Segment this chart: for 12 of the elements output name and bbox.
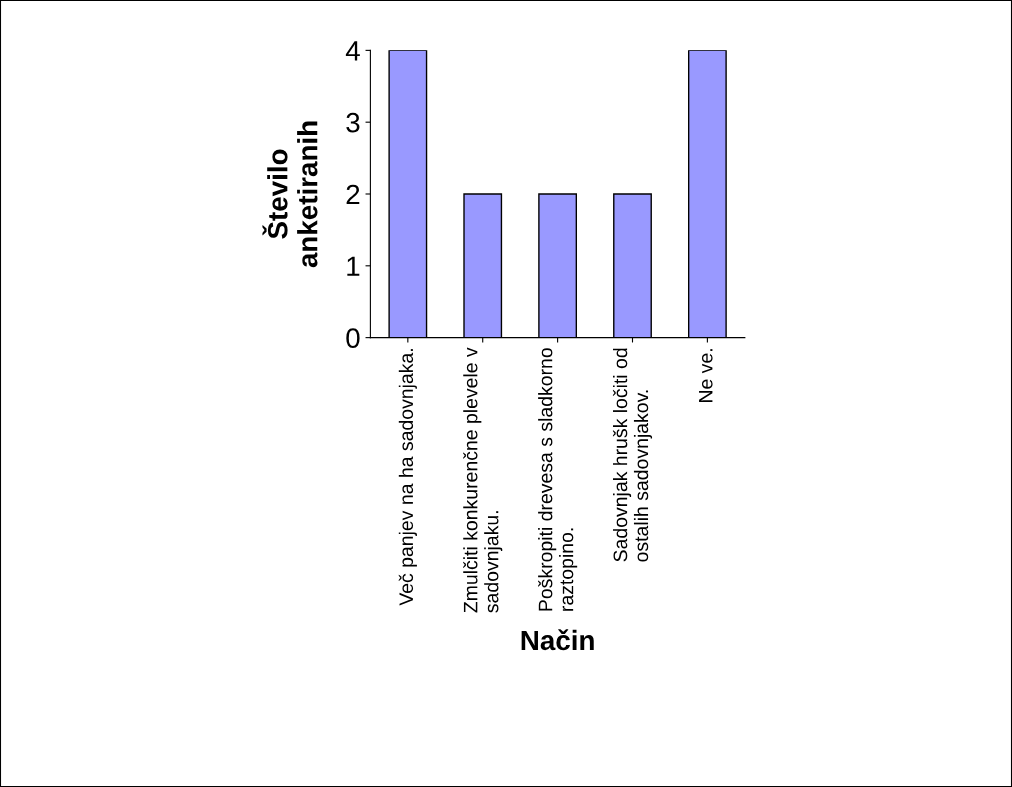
- y-tick-label: 4: [345, 41, 360, 61]
- y-axis-title: Število anketiranih: [262, 121, 318, 268]
- x-tick-label: Poškropiti drevesa s sladkorno raztopino.: [538, 348, 578, 611]
- y-tick-label: 0: [346, 328, 360, 348]
- y-tick-label: 1: [347, 256, 360, 276]
- y-tick-label: 2: [346, 184, 360, 205]
- y-tick-label: 3: [346, 112, 360, 133]
- x-tick-label: Več panjev na ha sadovnjaka.: [398, 349, 417, 606]
- x-axis-title: Način: [521, 629, 594, 651]
- x-tick-label: Sadovnjak hrušk ločiti od ostalih sadovnjakov.: [612, 348, 653, 562]
- x-tick-label: Ne ve.: [699, 349, 713, 402]
- x-tick-label: Zmulčiti konkurenčne plevele v sadovnjaku.: [463, 347, 503, 613]
